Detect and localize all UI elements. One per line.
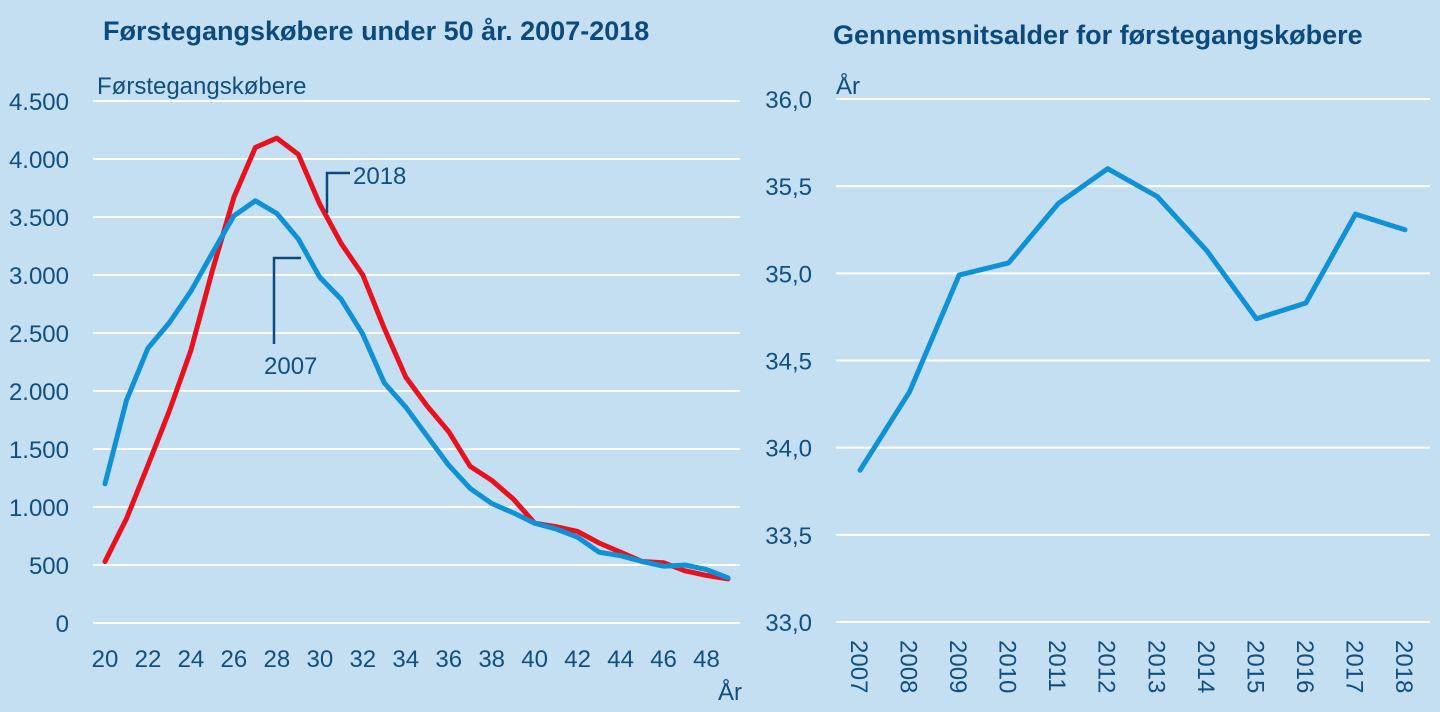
left-x-tick-label: 42: [564, 646, 591, 673]
left-chart-title: Førstegangskøbere under 50 år. 2007-2018: [103, 16, 649, 46]
left-y-tick-label: 3.000: [9, 263, 69, 290]
right-series-group: [857, 166, 1408, 473]
left-x-tick-label: 30: [306, 646, 333, 673]
right-y-tick-label: 34,0: [765, 436, 812, 463]
left-x-tick-label: 28: [264, 646, 291, 673]
left-x-tick-label: 22: [135, 646, 162, 673]
right-y-tick-label: 34,5: [765, 349, 812, 376]
annotation-leader-2018: [325, 171, 350, 213]
right-x-tick-label: 2008: [895, 640, 922, 693]
left-x-tick-label: 34: [392, 646, 419, 673]
left-x-tick-label: 26: [221, 646, 248, 673]
left-x-tick-label: 24: [178, 646, 205, 673]
right-x-tick-label: 2014: [1192, 640, 1219, 693]
series-line-average-age: [857, 166, 1408, 473]
right-chart-title: Gennemsnitsalder for førstegangskøbere: [833, 20, 1363, 50]
left-y-tick-label: 3.500: [9, 205, 69, 232]
right-x-tick-label: 2017: [1340, 640, 1367, 693]
left-chart: Førstegangskøbere under 50 år. 2007-2018…: [9, 16, 742, 706]
right-gridlines: [836, 98, 1430, 623]
left-x-tick-label: 46: [650, 646, 677, 673]
right-x-tick-label: 2015: [1241, 640, 1268, 693]
right-x-tick-label: 2011: [1043, 640, 1070, 692]
left-x-tick-labels: 20 22 24 26 28 30 32 34 36 38 40 42 44 46 48: [92, 646, 720, 673]
left-x-tick-label: 44: [607, 646, 634, 673]
right-x-tick-labels: 2007 2008 2009 2010 2011 2012 2013 2014 2015 2016…: [845, 640, 1417, 693]
left-y-tick-label: 0: [56, 611, 69, 638]
right-x-tick-label: 2009: [944, 640, 971, 693]
left-chart-ylabel: Førstegangskøbere: [97, 73, 306, 100]
right-y-tick-label: 35,5: [765, 174, 812, 201]
left-y-tick-labels: 0 500 1.000 1.500 2.000 2.500 3.000 3.500 4.000 4…: [9, 89, 69, 638]
right-chart: Gennemsnitsalder for førstegangskøbere Å…: [765, 20, 1430, 693]
right-y-tick-labels: 33,0 33,5 34,0 34,5 35,0 35,5 36,0: [765, 87, 812, 637]
right-y-tick-label: 36,0: [765, 87, 812, 114]
right-y-tick-label: 35,0: [765, 261, 812, 288]
left-x-tick-label: 48: [693, 646, 720, 673]
left-y-tick-label: 1.500: [9, 437, 69, 464]
right-x-tick-label: 2013: [1142, 640, 1169, 693]
right-y-tick-label: 33,5: [765, 523, 812, 550]
right-x-tick-label: 2010: [994, 640, 1021, 693]
annotation-label-2018: 2018: [353, 163, 406, 190]
right-x-tick-label: 2012: [1093, 640, 1120, 693]
series-line-2018: [102, 135, 731, 582]
left-x-tick-label: 40: [521, 646, 548, 673]
left-y-tick-label: 1.000: [9, 495, 69, 522]
left-x-tick-label: 32: [349, 646, 376, 673]
right-x-tick-label: 2018: [1390, 640, 1417, 693]
left-series-group: [102, 135, 731, 582]
left-x-tick-label: 20: [92, 646, 119, 673]
right-y-tick-label: 33,0: [765, 610, 812, 637]
left-y-tick-label: 2.500: [9, 321, 69, 348]
left-x-tick-label: 36: [435, 646, 462, 673]
right-x-tick-label: 2016: [1291, 640, 1318, 693]
left-chart-xlabel: År: [718, 678, 742, 706]
left-y-tick-label: 4.500: [9, 89, 69, 116]
left-y-tick-label: 2.000: [9, 379, 69, 406]
left-y-tick-label: 4.000: [9, 147, 69, 174]
right-chart-ylabel: År: [836, 72, 860, 100]
series-line-2007: [102, 198, 731, 581]
left-x-tick-label: 38: [478, 646, 505, 673]
annotation-label-2007: 2007: [264, 353, 317, 380]
left-gridlines: [93, 100, 740, 624]
left-annotations: 2018 2007: [264, 163, 406, 380]
left-y-tick-label: 500: [29, 553, 69, 580]
right-x-tick-label: 2007: [845, 640, 872, 693]
annotation-leader-2007: [272, 256, 301, 344]
